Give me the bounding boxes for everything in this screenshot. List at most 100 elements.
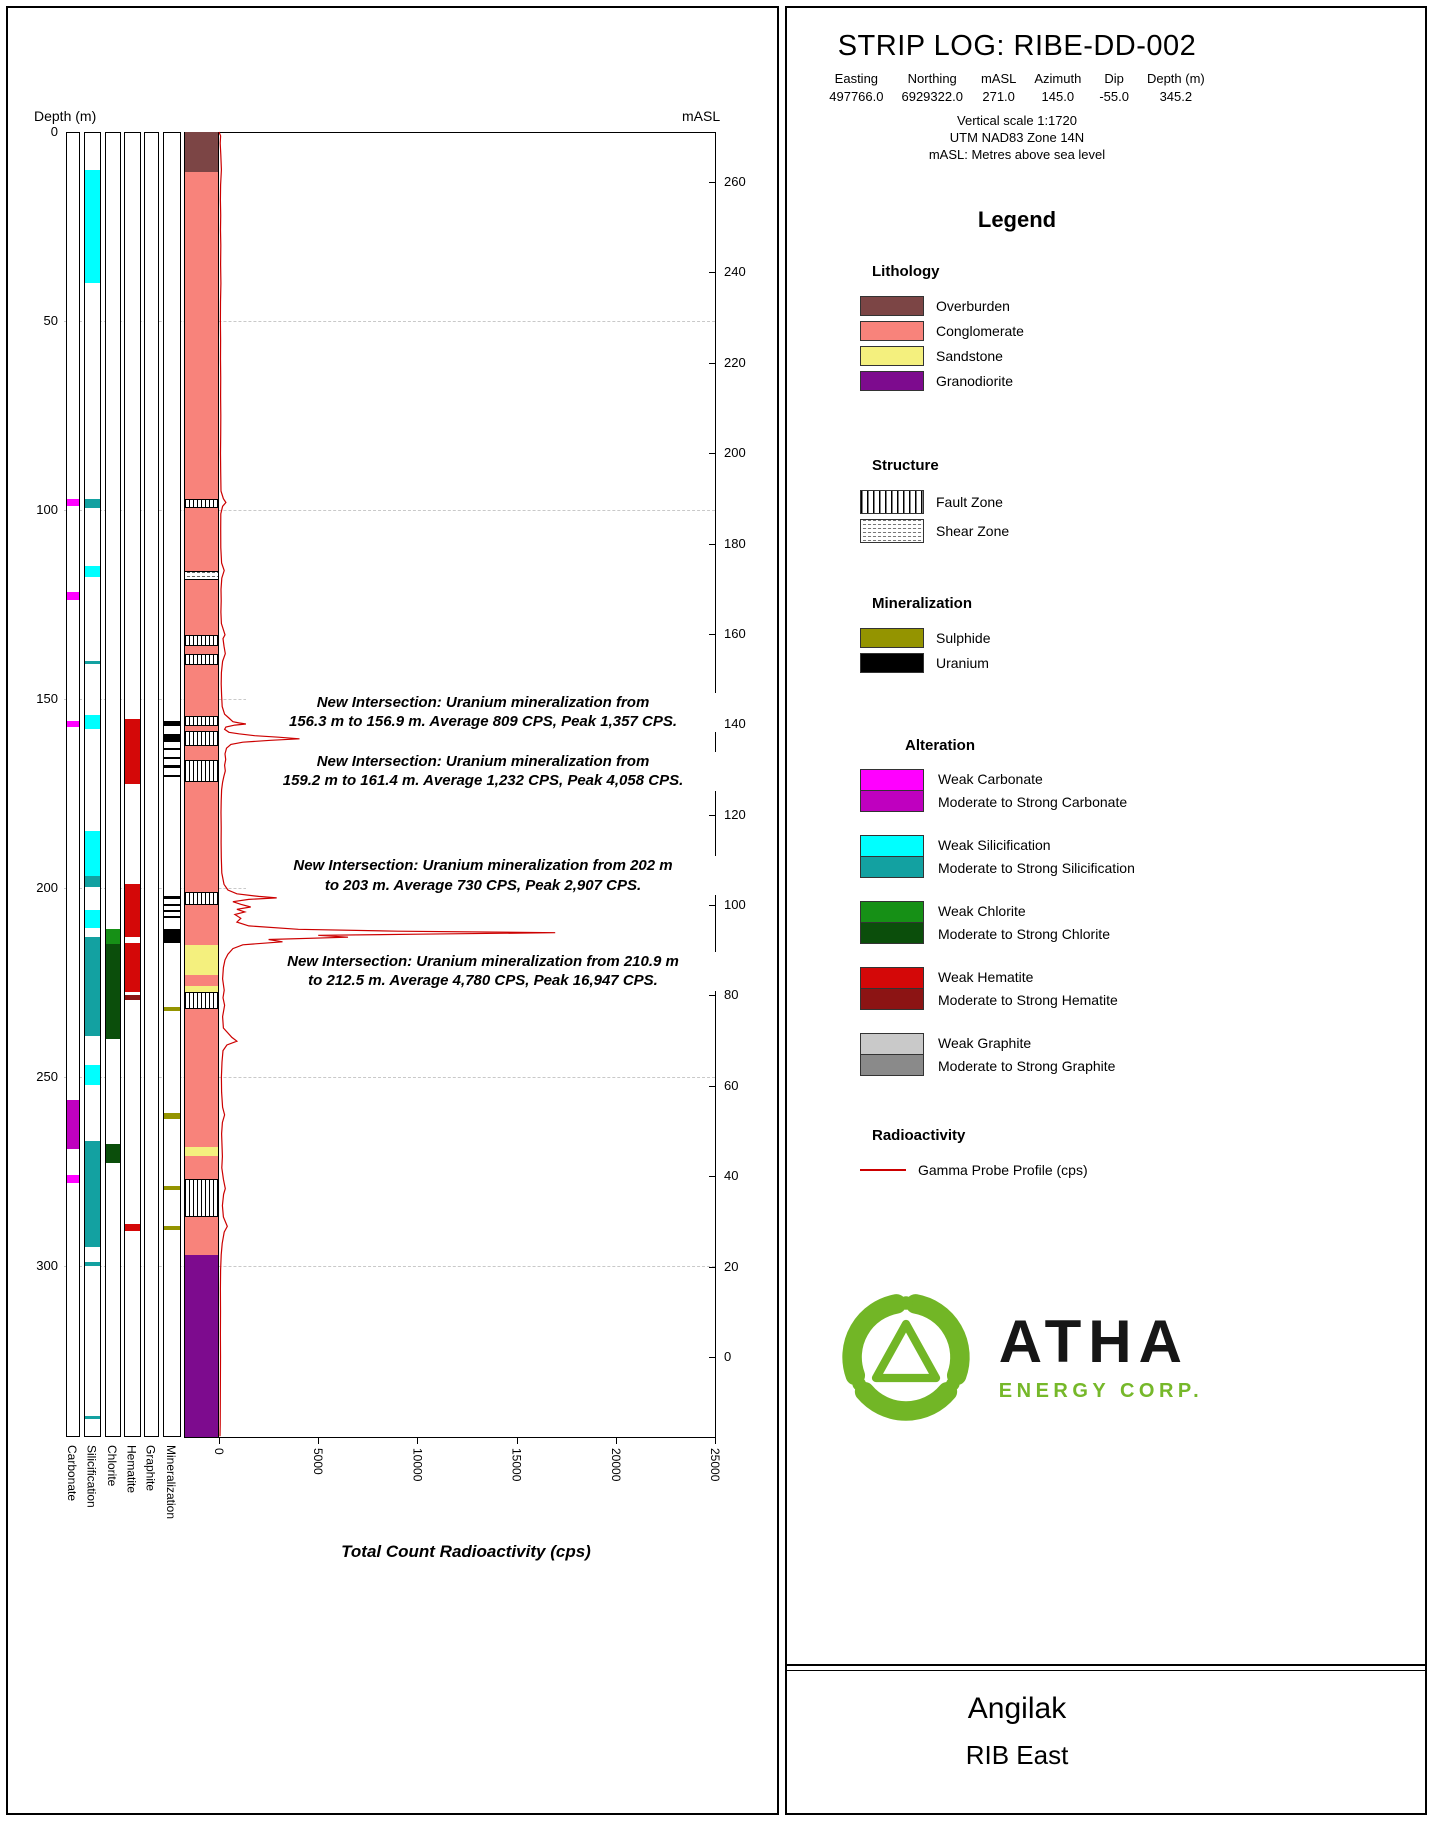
legend-item-label: Sulphide <box>936 629 991 646</box>
uranium-interval <box>164 721 180 726</box>
atha-logo-icon <box>842 1294 970 1421</box>
alteration-silicification-interval <box>85 660 100 664</box>
uranium-interval <box>164 733 180 743</box>
lithology-conglomerate <box>185 171 218 1255</box>
masl-tick <box>709 453 715 455</box>
masl-tick <box>709 1176 715 1178</box>
alteration-hematite-interval <box>125 884 140 938</box>
alteration-legend-pair: Weak Hematite Moderate to Strong Hematite <box>860 967 1247 1011</box>
fault-zone <box>185 992 218 1010</box>
color-swatch <box>860 1054 924 1076</box>
shear-zone <box>185 570 218 580</box>
alteration-chlorite-interval <box>106 1144 120 1163</box>
legend-item: Shear Zone <box>860 516 1247 545</box>
depth-tick-label: 50 <box>43 313 58 329</box>
legend-section-mineralization: Mineralization Sulphide Uranium <box>787 595 1247 675</box>
company-logo: ATHA ENERGY CORP. <box>787 1282 1247 1432</box>
logo-text: ATHA ENERGY CORP. <box>998 1307 1203 1403</box>
depth-gridline <box>64 1077 715 1079</box>
legend-section-title: Lithology <box>872 263 940 280</box>
info-panel-content: STRIP LOG: RIBE-DD-002 Easting 497766.0 No… <box>787 30 1247 1432</box>
legend-item-label: Fault Zone <box>936 493 1003 510</box>
alteration-silicification-interval <box>85 1065 100 1085</box>
depth-tick-label: 300 <box>36 1258 58 1274</box>
legend-item-label: Uranium <box>936 654 989 671</box>
legend-item: Fault Zone <box>860 487 1247 516</box>
uranium-interval <box>164 910 180 913</box>
legend-section-title: Mineralization <box>872 595 973 612</box>
color-swatch <box>860 295 924 316</box>
intersection-annotation: New Intersection: Uranium mineralization… <box>246 751 720 791</box>
track-axis-label: Silicification <box>84 1445 99 1508</box>
legend-item: Uranium <box>860 650 1247 675</box>
x-tick <box>318 1437 320 1444</box>
track-mineralization <box>163 132 181 1437</box>
legend-item: Sandstone <box>860 343 1247 368</box>
masl-tick-label: 160 <box>724 625 746 641</box>
annotation-line: New Intersection: Uranium mineralization… <box>293 857 673 875</box>
coord-column: Azimuth 145.0 <box>1034 71 1081 104</box>
alteration-chlorite-interval <box>106 944 120 1040</box>
coord-value: 345.2 <box>1159 89 1193 104</box>
coord-value: 6929322.0 <box>901 89 963 104</box>
x-axis-line <box>184 1437 715 1438</box>
legend-item-label: Weak Graphite <box>938 1035 1032 1051</box>
x-tick <box>715 1437 716 1444</box>
legend-section-title: Radioactivity <box>872 1127 966 1144</box>
legend-item-label: Gamma Probe Profile (cps) <box>918 1161 1088 1178</box>
alteration-silicification-interval <box>85 498 100 509</box>
info-panel: STRIP LOG: RIBE-DD-002 Easting 497766.0 No… <box>785 6 1427 1815</box>
color-swatch <box>860 790 924 812</box>
legend-item-label: Moderate to Strong Silicification <box>938 860 1135 876</box>
coord-header: Easting <box>834 71 879 86</box>
uranium-interval <box>164 748 180 751</box>
alteration-legend-pair: Weak Carbonate Moderate to Strong Carbona… <box>860 769 1247 813</box>
intersection-annotation: New Intersection: Uranium mineralization… <box>246 856 720 896</box>
coord-header: Depth (m) <box>1146 71 1205 86</box>
x-tick-label: 0 <box>212 1448 226 1455</box>
fault-zone <box>185 716 218 726</box>
depth-gridline <box>64 510 715 512</box>
sulphide-interval <box>164 1185 180 1190</box>
project-footer: Angilak RIB East <box>787 1664 1425 1813</box>
track-axis-label: Chlorite <box>105 1445 119 1487</box>
color-swatch <box>860 345 924 366</box>
legend-item-label: Moderate to Strong Graphite <box>938 1058 1116 1074</box>
masl-tick-label: 40 <box>724 1168 739 1184</box>
alteration-hematite-interval <box>125 719 140 785</box>
masl-tick-label: 100 <box>724 897 746 913</box>
alteration-legend-pair: Weak Chlorite Moderate to Strong Chlorite <box>860 901 1247 945</box>
alteration-silicification-interval <box>85 1141 100 1248</box>
coord-header: Azimuth <box>1034 71 1082 86</box>
color-swatch <box>860 627 924 648</box>
legend-item-list: Fault Zone Shear Zone <box>787 487 1247 545</box>
fault-zone <box>185 759 218 783</box>
masl-tick <box>709 633 715 635</box>
alteration-carbonate-interval <box>67 1174 79 1183</box>
legend-item-label: Granodiorite <box>936 372 1014 389</box>
legend-item-label: Moderate to Strong Chlorite <box>938 926 1110 942</box>
coord-header: Dip <box>1104 71 1124 86</box>
depth-tick-label: 100 <box>36 502 58 518</box>
uranium-interval <box>164 774 180 777</box>
legend-section-radioactivity: Radioactivity Gamma Probe Profile (cps) <box>787 1127 1247 1182</box>
legend-item: Overburden <box>860 293 1247 318</box>
legend-item-list: Overburden Conglomerate Sandstone Granodior… <box>787 293 1247 393</box>
gamma-line-swatch <box>860 1168 906 1171</box>
utm-zone-note: UTM NAD83 Zone 14N <box>949 130 1085 145</box>
alteration-carbonate-interval <box>67 1099 79 1149</box>
masl-tick-label: 180 <box>724 535 746 551</box>
x-tick <box>516 1437 518 1444</box>
coord-value: 497766.0 <box>829 89 884 104</box>
legend-item-label: Moderate to Strong Hematite <box>938 992 1118 1008</box>
masl-tick-label: 140 <box>724 716 746 732</box>
lithology-sandstone <box>185 1147 218 1157</box>
masl-tick <box>709 1085 715 1087</box>
vertical-scale-note: Vertical scale 1:1720 <box>957 113 1077 128</box>
logo-name: ATHA <box>998 1307 1189 1375</box>
depth-tick-label: 150 <box>36 691 58 707</box>
intersection-annotation: New Intersection: Uranium mineralization… <box>246 692 720 732</box>
legend-item-list: Gamma Probe Profile (cps) <box>787 1157 1247 1182</box>
coord-value: 145.0 <box>1041 89 1075 104</box>
masl-tick-label: 80 <box>724 987 739 1003</box>
